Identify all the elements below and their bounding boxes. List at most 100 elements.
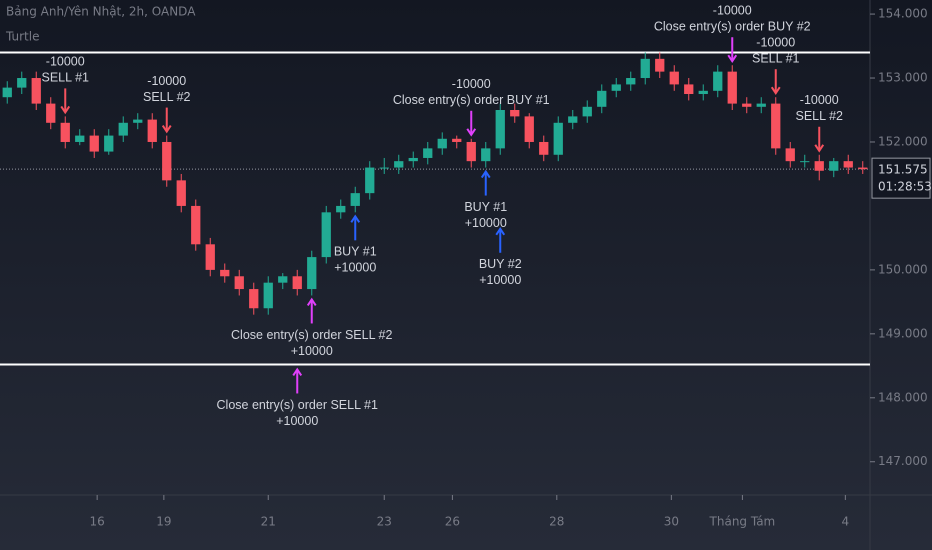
candle-body	[698, 90, 708, 95]
candle-body	[814, 161, 824, 171]
signal-label: BUY #1	[464, 200, 507, 214]
candle-body	[829, 161, 839, 171]
x-tick-label: 4	[842, 515, 850, 529]
signal-arrow-head	[161, 125, 172, 134]
signal-label: SELL #1	[42, 71, 90, 85]
signal-arrow-head	[60, 105, 71, 115]
candle-body	[858, 167, 868, 170]
candle-body	[205, 244, 215, 270]
signal-arrow-head	[770, 86, 781, 96]
y-tick-label: 147.000	[878, 454, 928, 468]
y-tick-label: 148.000	[878, 390, 928, 404]
x-tick-label: 23	[377, 515, 392, 529]
signal-arrow-head	[814, 144, 825, 153]
signal-qty: -10000	[46, 55, 85, 69]
candle-body	[336, 205, 346, 213]
candle-body	[278, 276, 288, 283]
candle-body	[60, 122, 70, 142]
candle-body	[321, 212, 331, 258]
y-tick-label: 153.000	[878, 71, 928, 85]
signal-label: SELL #2	[143, 90, 191, 104]
signal-label: Close entry(s) order SELL #2	[231, 328, 392, 342]
countdown-label: 01:28:53	[878, 180, 932, 194]
y-tick-label: 154.000	[878, 7, 928, 21]
signal-arrow-head	[480, 169, 491, 179]
candle-body	[568, 116, 578, 123]
candle-body	[89, 135, 99, 152]
signal-qty: +10000	[479, 273, 521, 287]
candle-body	[437, 138, 447, 149]
candle-body	[104, 135, 114, 152]
last-price-label: 151.575	[878, 163, 928, 177]
signal-qty: -10000	[756, 36, 795, 50]
candle-body	[191, 205, 201, 245]
candle-body	[466, 141, 476, 162]
y-tick-label: 149.000	[878, 326, 928, 340]
candle-body	[234, 276, 244, 290]
signal-qty: +10000	[465, 216, 507, 230]
y-tick-label: 152.000	[878, 134, 928, 148]
x-tick-label: 28	[549, 515, 564, 529]
candle-body	[756, 103, 766, 107]
signal-qty: +10000	[276, 414, 318, 428]
candle-body	[423, 148, 433, 158]
candle-body	[133, 119, 143, 123]
x-tick-label: Tháng Tám	[709, 515, 776, 529]
x-tick-label: 21	[261, 515, 276, 529]
candle-body	[350, 193, 360, 206]
candle-body	[727, 71, 737, 104]
candle-body	[785, 148, 795, 162]
candle-body	[162, 141, 172, 181]
candle-body	[307, 257, 317, 290]
candle-body	[220, 269, 230, 277]
candle-body	[539, 141, 549, 155]
candle-body	[510, 110, 520, 117]
candle-body	[249, 289, 259, 309]
candle-body	[655, 58, 665, 72]
signal-qty: +10000	[334, 261, 376, 275]
candle-body	[742, 103, 752, 107]
candle-body	[843, 161, 853, 168]
legend-title: Bảng Anh/Yên Nhật, 2h, OANDA	[6, 5, 196, 19]
signal-label: BUY #1	[334, 245, 377, 259]
signal-arrow-head	[292, 367, 303, 377]
signal-arrow-head	[727, 54, 738, 64]
last-price-box	[871, 157, 931, 199]
candle-body	[713, 71, 723, 91]
candle-body	[2, 87, 12, 98]
candle-body	[582, 106, 592, 117]
signal-label: SELL #1	[752, 52, 800, 66]
candle-body	[147, 119, 157, 142]
candle-body	[611, 84, 621, 91]
x-tick-label: 30	[664, 515, 679, 529]
candle-body	[771, 103, 781, 149]
candle-body	[17, 78, 27, 88]
candle-body	[481, 148, 491, 162]
candle-body	[597, 90, 607, 107]
candle-body	[452, 138, 462, 142]
y-tick-label: 150.000	[878, 262, 928, 276]
signal-arrow-head	[350, 214, 361, 223]
candle-body	[31, 78, 41, 104]
signal-qty: +10000	[291, 344, 333, 358]
x-tick-label: 19	[156, 515, 171, 529]
candle-body	[408, 157, 418, 162]
signal-qty: -10000	[713, 4, 752, 18]
signal-label: Close entry(s) order BUY #2	[654, 20, 811, 34]
candle-body	[684, 84, 694, 95]
signal-qty: -10000	[452, 77, 491, 91]
x-tick-label: 16	[90, 515, 105, 529]
candle-body	[626, 78, 636, 85]
strategy-name: Turtle	[5, 30, 39, 44]
signal-arrow-head	[495, 226, 506, 236]
candle-body	[640, 58, 650, 79]
signal-label: BUY #2	[479, 257, 522, 271]
candle-body	[365, 167, 375, 194]
candle-body	[524, 116, 534, 142]
signal-label: Close entry(s) order SELL #1	[217, 398, 378, 412]
candle-body	[46, 103, 56, 123]
candle-body	[553, 122, 563, 155]
signal-qty: -10000	[147, 74, 186, 88]
candle-body	[263, 282, 273, 309]
